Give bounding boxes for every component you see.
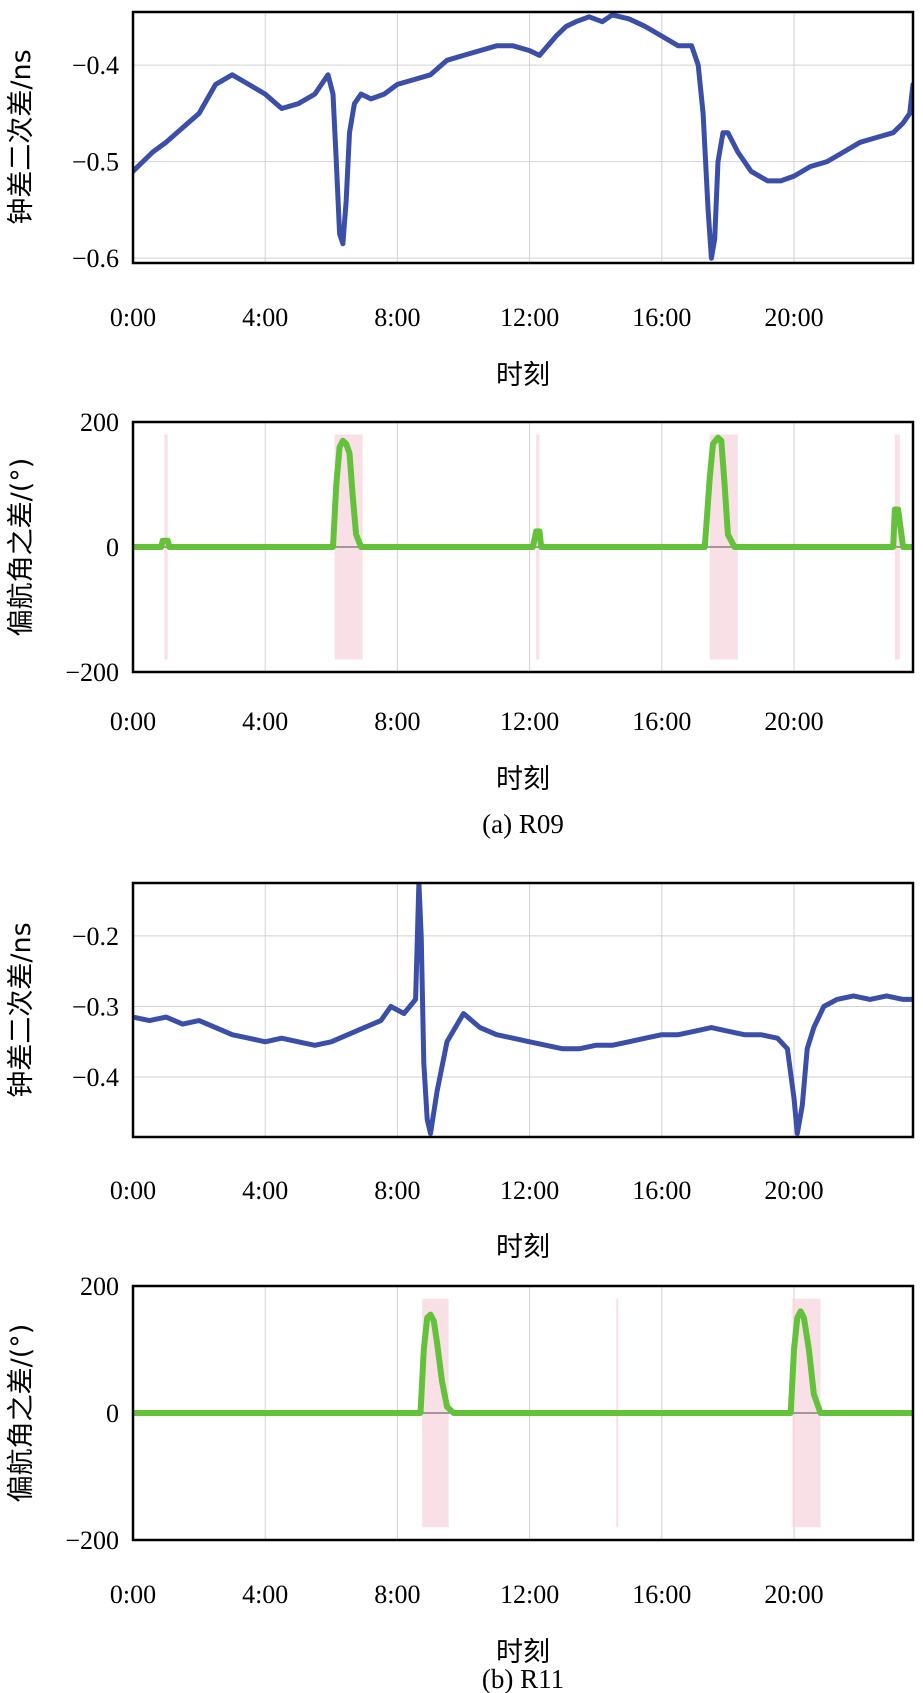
clock-difference-line — [133, 12, 913, 261]
y-tick-label: −0.5 — [72, 148, 119, 177]
caption-a: (a) R09 — [482, 809, 564, 839]
x-tick-label: 12:00 — [500, 303, 559, 332]
plot-frame — [131, 420, 915, 674]
x-tick-label: 16:00 — [632, 303, 691, 332]
x-tick-label: 12:00 — [500, 1176, 559, 1205]
plot-frame — [131, 1284, 915, 1542]
y-tick-label: −0.4 — [72, 1063, 119, 1092]
x-tick-label: 16:00 — [632, 707, 691, 736]
y-tick-label: −0.2 — [72, 922, 119, 951]
x-axis-label: 时刻 — [496, 764, 550, 795]
x-tick-label: 8:00 — [374, 303, 420, 332]
y-axis-label: 钟差二次差/ns — [6, 922, 37, 1097]
y-axis-label: 偏航角之差/(°) — [6, 1324, 37, 1503]
chart-panel-a-top: 0:00 4:00 8:00 12:00 16:00 20:00 −0.4 −0.5 −0.6 时… — [6, 10, 915, 391]
x-tick-label: 4:00 — [242, 707, 288, 736]
clock-difference-line — [133, 883, 913, 1136]
y-tick-label: −200 — [65, 1526, 119, 1555]
y-tick-label: −0.4 — [72, 51, 119, 80]
x-tick-label: 0:00 — [110, 707, 156, 736]
x-axis-label: 时刻 — [496, 1232, 550, 1263]
x-tick-label: 4:00 — [242, 1580, 288, 1609]
y-tick-label: −0.3 — [72, 992, 119, 1021]
y-tick-label: 200 — [80, 408, 119, 437]
x-tick-label: 20:00 — [764, 1580, 823, 1609]
y-tick-label: −200 — [65, 658, 119, 687]
caption-b: (b) R11 — [482, 1664, 564, 1693]
y-tick-label: 0 — [106, 533, 119, 562]
x-axis-label: 时刻 — [496, 1637, 550, 1668]
x-tick-label: 4:00 — [242, 303, 288, 332]
y-axis-label: 偏航角之差/(°) — [6, 458, 37, 637]
y-tick-label: 0 — [106, 1399, 119, 1428]
x-tick-label: 4:00 — [242, 1176, 288, 1205]
plot-frame — [131, 881, 915, 1139]
chart-panel-b-top: 0:00 4:00 8:00 12:00 16:00 20:00 −0.2 −0.3 −0.4 时… — [6, 881, 915, 1263]
chart-panel-a-bottom: 0:00 4:00 8:00 12:00 16:00 20:00 200 0 −200 时刻 偏航角… — [6, 408, 915, 795]
plot-frame — [131, 10, 915, 265]
x-tick-label: 12:00 — [500, 1580, 559, 1609]
y-axis-label: 钟差二次差/ns — [6, 49, 37, 224]
chart-panel-b-bottom: 0:00 4:00 8:00 12:00 16:00 20:00 200 0 −200 时刻 偏航角… — [6, 1272, 915, 1668]
x-axis-label: 时刻 — [496, 360, 550, 391]
x-tick-label: 20:00 — [764, 707, 823, 736]
x-tick-label: 8:00 — [374, 1580, 420, 1609]
x-tick-label: 0:00 — [110, 1580, 156, 1609]
x-tick-label: 12:00 — [500, 707, 559, 736]
yaw-difference-line — [133, 434, 913, 550]
x-tick-label: 0:00 — [110, 1176, 156, 1205]
x-tick-label: 20:00 — [764, 303, 823, 332]
yaw-difference-line — [133, 1308, 913, 1416]
x-tick-label: 8:00 — [374, 707, 420, 736]
y-tick-label: −0.6 — [72, 244, 119, 273]
x-tick-label: 0:00 — [110, 303, 156, 332]
x-tick-label: 16:00 — [632, 1580, 691, 1609]
y-tick-label: 200 — [80, 1272, 119, 1301]
x-tick-label: 8:00 — [374, 1176, 420, 1205]
x-tick-label: 16:00 — [632, 1176, 691, 1205]
x-tick-label: 20:00 — [764, 1176, 823, 1205]
